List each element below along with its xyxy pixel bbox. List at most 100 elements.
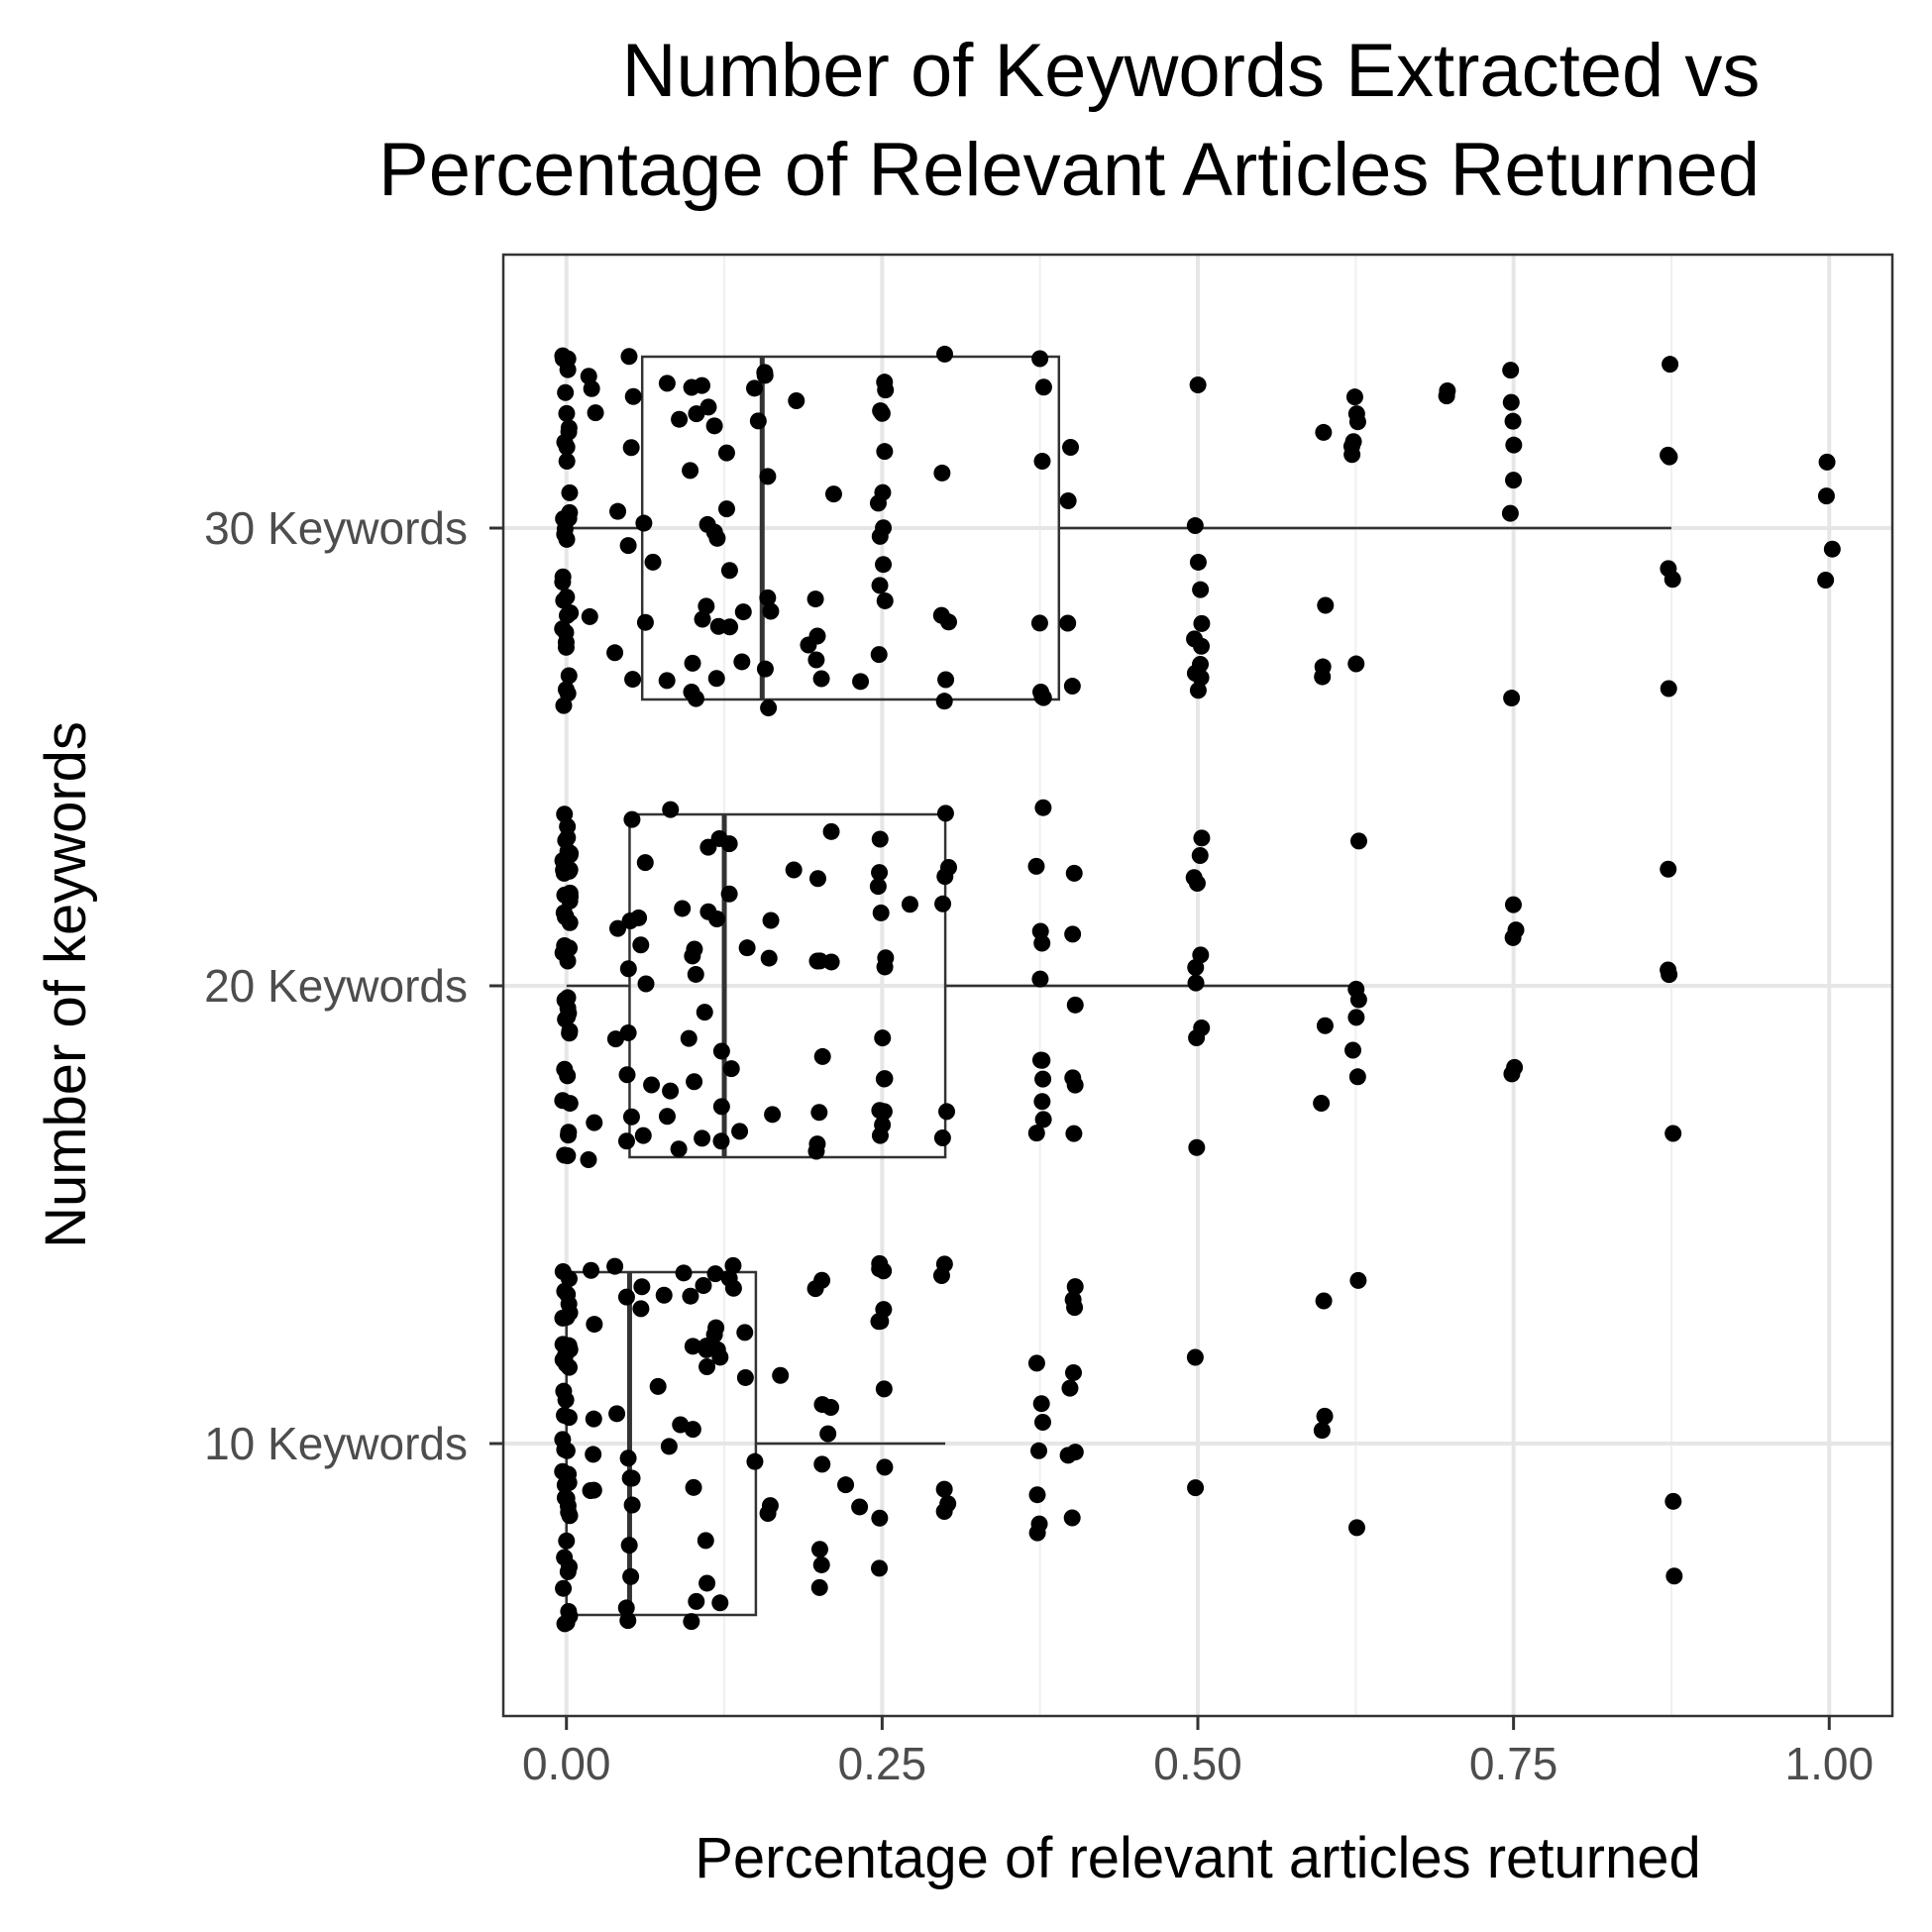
data-point (617, 1132, 635, 1150)
data-point (813, 1271, 831, 1289)
data-point (1189, 553, 1207, 571)
data-point (822, 1398, 840, 1416)
data-point (1031, 1051, 1049, 1069)
data-point (1066, 1076, 1084, 1094)
data-point (558, 1532, 576, 1550)
data-point (1034, 1070, 1052, 1088)
data-point (738, 939, 756, 957)
data-point (606, 1030, 624, 1048)
data-point (555, 1579, 573, 1597)
data-point (711, 1348, 729, 1366)
data-point (724, 1256, 742, 1274)
data-point (619, 1449, 637, 1467)
data-point (720, 835, 738, 853)
data-point (1348, 1068, 1366, 1086)
data-point (1315, 423, 1333, 441)
data-point (1030, 614, 1048, 632)
data-point (1059, 492, 1077, 510)
data-point (869, 494, 887, 512)
data-point (622, 439, 640, 457)
data-point (555, 861, 573, 879)
data-point (1186, 630, 1204, 648)
data-point (810, 1104, 828, 1122)
data-point (1031, 922, 1049, 940)
data-point (619, 1612, 637, 1630)
data-point (869, 878, 887, 896)
data-point (1349, 1271, 1367, 1289)
data-point (554, 1092, 572, 1110)
data-point (554, 1262, 572, 1280)
data-point (1347, 1009, 1365, 1026)
data-point (756, 660, 774, 678)
data-point (1188, 874, 1206, 892)
y-tick-label: 10 Keywords (204, 1418, 468, 1469)
data-point (1030, 1515, 1048, 1533)
data-point (619, 960, 637, 978)
x-tick-label: 0.00 (522, 1738, 611, 1789)
data-point (1063, 678, 1081, 696)
data-point (722, 1060, 740, 1078)
data-point (1027, 857, 1045, 875)
data-point (1034, 1111, 1052, 1128)
data-point (556, 1146, 574, 1164)
data-point (874, 1116, 892, 1133)
data-point (559, 842, 577, 860)
data-point (585, 1410, 602, 1428)
data-point (1664, 1492, 1682, 1510)
data-point (560, 1005, 578, 1022)
data-point (717, 500, 735, 518)
data-point (662, 801, 680, 818)
data-point (749, 412, 767, 430)
data-point (933, 1128, 951, 1146)
data-point (1503, 1065, 1521, 1083)
data-point (1187, 959, 1205, 977)
data-point (1314, 668, 1332, 686)
data-point (624, 387, 642, 405)
data-point (624, 671, 642, 689)
data-point (583, 1261, 600, 1279)
data-point (1315, 1292, 1333, 1310)
chart-title-line-1: Number of Keywords Extracted vs (622, 29, 1761, 113)
x-tick-label: 0.25 (838, 1738, 927, 1789)
data-point (1193, 829, 1211, 847)
data-point (556, 433, 574, 451)
data-point (1505, 472, 1523, 489)
data-point (558, 404, 576, 422)
data-point (762, 912, 780, 929)
data-point (717, 444, 735, 462)
data-point (1317, 596, 1335, 614)
data-point (556, 805, 574, 823)
data-point (720, 885, 738, 903)
data-point (1192, 581, 1210, 598)
data-point (1316, 1407, 1334, 1425)
data-point (939, 1495, 957, 1513)
data-point (936, 345, 954, 363)
data-point (788, 392, 805, 410)
data-point (1034, 1414, 1052, 1432)
data-point (731, 1123, 749, 1140)
data-point (674, 900, 692, 917)
data-point (556, 1060, 574, 1078)
data-point (688, 1592, 705, 1610)
data-point (1662, 356, 1679, 374)
data-point (1501, 504, 1519, 522)
data-point (649, 1377, 667, 1395)
data-point (1664, 571, 1681, 589)
data-point (1186, 1348, 1204, 1366)
data-point (620, 348, 638, 366)
data-point (705, 417, 723, 435)
data-point (675, 1264, 693, 1282)
data-point (586, 1114, 603, 1131)
data-point (1189, 682, 1207, 699)
axis-ticks: 0.00 0.25 0.50 0.75 1.00 10 Keywords 20 Keywor… (204, 502, 1874, 1789)
data-point (901, 896, 918, 913)
data-point (621, 1469, 639, 1487)
data-point (808, 870, 826, 888)
data-point (554, 1309, 572, 1327)
data-point (556, 1549, 574, 1566)
data-point (932, 1266, 950, 1284)
data-point (586, 1316, 603, 1334)
data-point (705, 1326, 723, 1343)
data-point (760, 698, 778, 716)
